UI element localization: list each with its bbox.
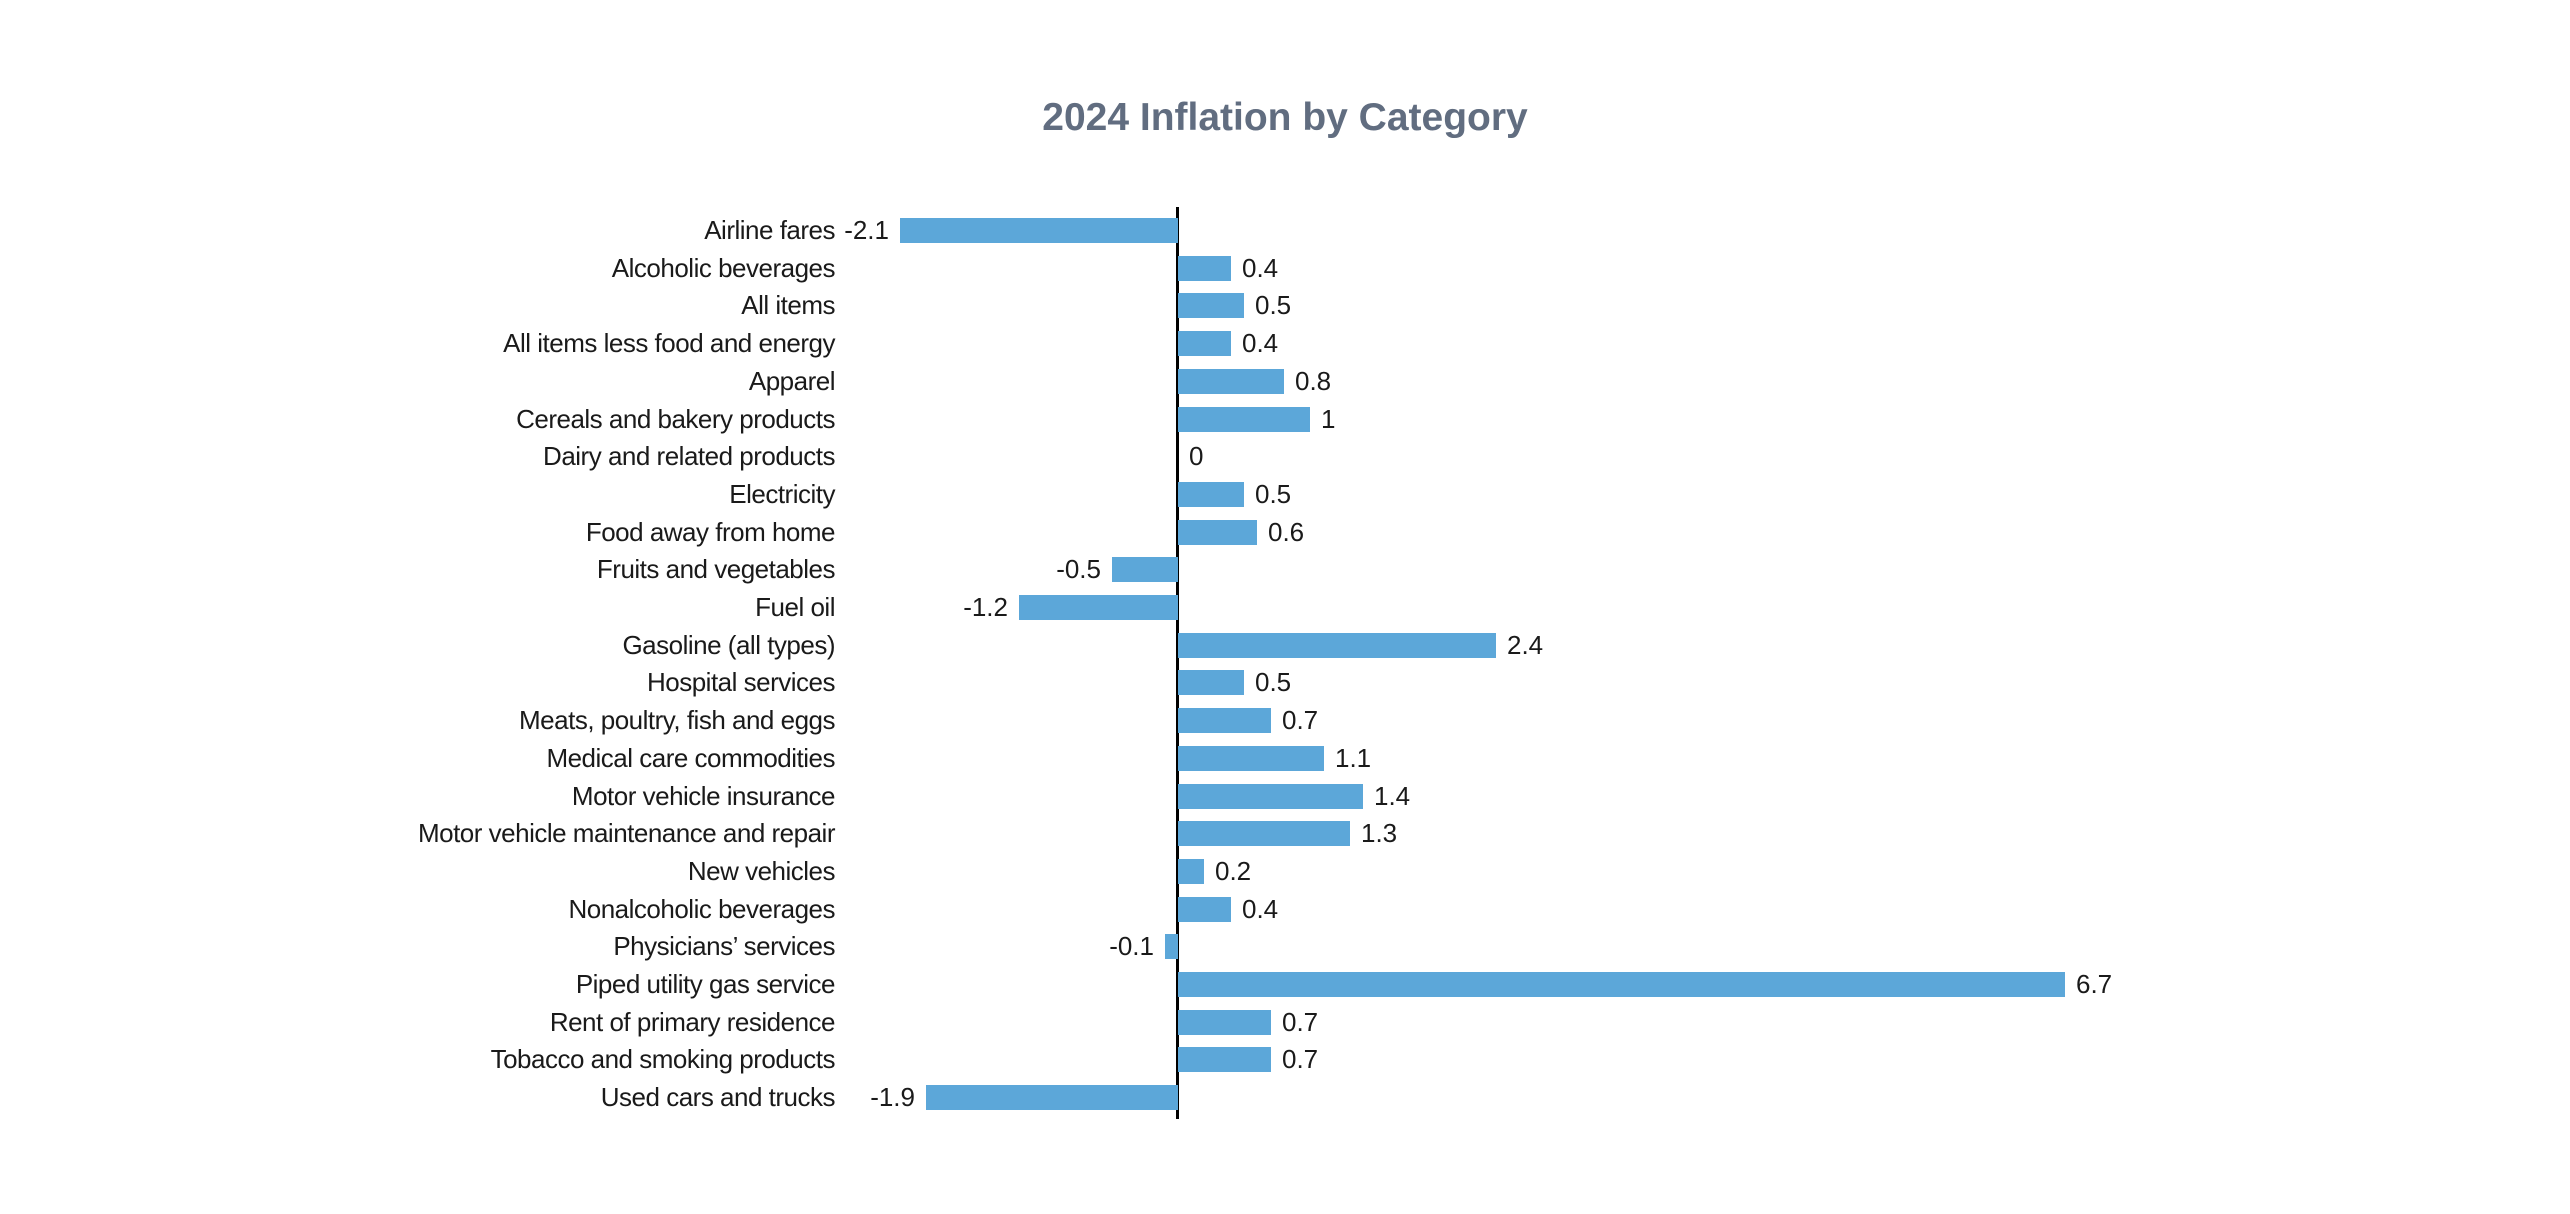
category-label: Motor vehicle insurance xyxy=(571,781,836,811)
value-label: 0.4 xyxy=(1242,253,1279,283)
category-label: Meats, poultry, fish and eggs xyxy=(519,705,835,735)
bar xyxy=(1178,784,1363,809)
bar xyxy=(1178,520,1257,545)
value-label: -0.1 xyxy=(1109,931,1154,961)
category-label: Fruits and vegetables xyxy=(596,554,836,584)
value-label: -1.2 xyxy=(963,592,1008,622)
value-label: 0.5 xyxy=(1255,667,1292,697)
category-label: Airline fares xyxy=(704,215,835,245)
category-label: Electricity xyxy=(729,479,835,509)
bar xyxy=(1165,934,1178,959)
value-label: -1.9 xyxy=(870,1082,915,1112)
bar xyxy=(1112,557,1178,582)
bar xyxy=(926,1085,1178,1110)
category-label: All items less food and energy xyxy=(503,328,835,358)
bar xyxy=(1178,407,1310,432)
value-label: 1.1 xyxy=(1335,743,1372,773)
category-label: Fuel oil xyxy=(755,592,835,622)
category-label: Physicians’ services xyxy=(613,931,835,961)
value-label: 0 xyxy=(1189,441,1204,471)
value-label: 0.6 xyxy=(1268,517,1305,547)
bar xyxy=(1178,972,2065,997)
category-label: Gasoline (all types) xyxy=(622,630,835,660)
category-label: Medical care commodities xyxy=(546,743,835,773)
category-label: Apparel xyxy=(748,366,836,396)
bar xyxy=(1178,897,1231,922)
value-label: 6.7 xyxy=(2076,969,2113,999)
value-label: 0.8 xyxy=(1295,366,1332,396)
category-label: Dairy and related products xyxy=(543,441,835,471)
bar xyxy=(1178,746,1324,771)
bar xyxy=(1178,293,1244,318)
bar xyxy=(1178,1010,1271,1035)
zero-axis-line xyxy=(1176,207,1179,1119)
bar xyxy=(1178,1047,1271,1072)
bar xyxy=(1178,859,1204,884)
category-label: Cereals and bakery products xyxy=(516,404,835,434)
category-label: Rent of primary residence xyxy=(549,1007,836,1037)
bar xyxy=(1178,633,1496,658)
value-label: 0.2 xyxy=(1215,856,1252,886)
chart-title: 2024 Inflation by Category xyxy=(1042,96,1528,139)
category-label: Tobacco and smoking products xyxy=(490,1044,836,1074)
category-label: New vehicles xyxy=(687,856,836,886)
category-label: Nonalcoholic beverages xyxy=(568,894,835,924)
bar xyxy=(1178,670,1244,695)
bar xyxy=(1178,821,1350,846)
value-label: 0.5 xyxy=(1255,290,1292,320)
value-label: 2.4 xyxy=(1507,630,1544,660)
category-label: Used cars and trucks xyxy=(600,1082,836,1112)
category-label: Alcoholic beverages xyxy=(611,253,836,283)
value-label: 0.7 xyxy=(1282,705,1319,735)
category-label: Piped utility gas service xyxy=(575,969,836,999)
category-label: All items xyxy=(741,290,835,320)
bar xyxy=(1178,482,1244,507)
category-label: Hospital services xyxy=(646,667,836,697)
bar xyxy=(1178,256,1231,281)
category-label: Food away from home xyxy=(585,517,836,547)
bar xyxy=(1178,331,1231,356)
value-label: 0.4 xyxy=(1242,894,1279,924)
value-label: 0.4 xyxy=(1242,328,1279,358)
value-label: 0.5 xyxy=(1255,479,1292,509)
bar xyxy=(900,218,1178,243)
value-label: 1.3 xyxy=(1361,818,1398,848)
bar xyxy=(1178,708,1271,733)
value-label: 1.4 xyxy=(1374,781,1411,811)
category-label: Motor vehicle maintenance and repair xyxy=(417,818,836,848)
value-label: 1 xyxy=(1321,404,1336,434)
value-label: -0.5 xyxy=(1056,554,1101,584)
value-label: -2.1 xyxy=(844,215,889,245)
bar xyxy=(1019,595,1178,620)
value-label: 0.7 xyxy=(1282,1007,1319,1037)
bar xyxy=(1178,369,1284,394)
value-label: 0.7 xyxy=(1282,1044,1319,1074)
